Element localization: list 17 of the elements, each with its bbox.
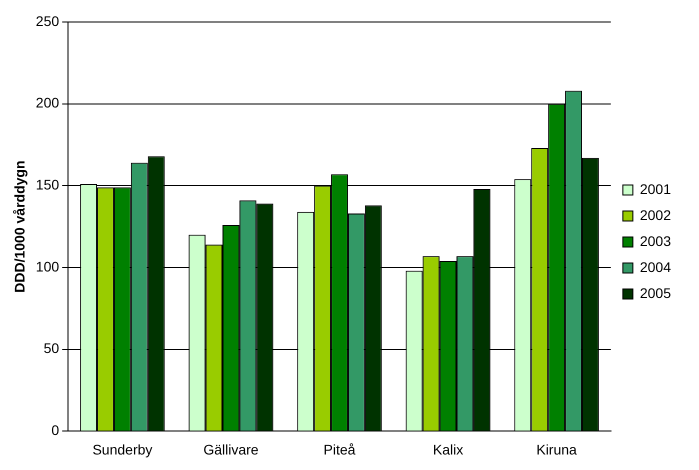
x-tick-label: Gällivare	[203, 441, 259, 458]
legend-label: 2003	[640, 232, 672, 249]
legend-label: 2004	[640, 258, 672, 275]
x-tick-label: Sunderby	[92, 441, 152, 458]
y-tick-label: 50	[44, 340, 60, 356]
y-tick-label: 0	[51, 422, 60, 438]
legend-label: 2005	[640, 284, 672, 301]
legend-label: 2002	[640, 206, 672, 223]
x-tick-label: Piteå	[324, 441, 356, 458]
x-tick-label: Kalix	[432, 441, 464, 458]
y-tick-label: 150	[36, 176, 60, 193]
y-tick-label: 200	[36, 94, 60, 111]
y-tick-label: 250	[36, 12, 60, 29]
y-axis-title: DDD/1000 vårddygn	[11, 160, 28, 293]
legend-label: 2001	[640, 180, 672, 197]
y-tick-label: 100	[36, 258, 60, 274]
x-tick-label: Kiruna	[536, 441, 578, 458]
